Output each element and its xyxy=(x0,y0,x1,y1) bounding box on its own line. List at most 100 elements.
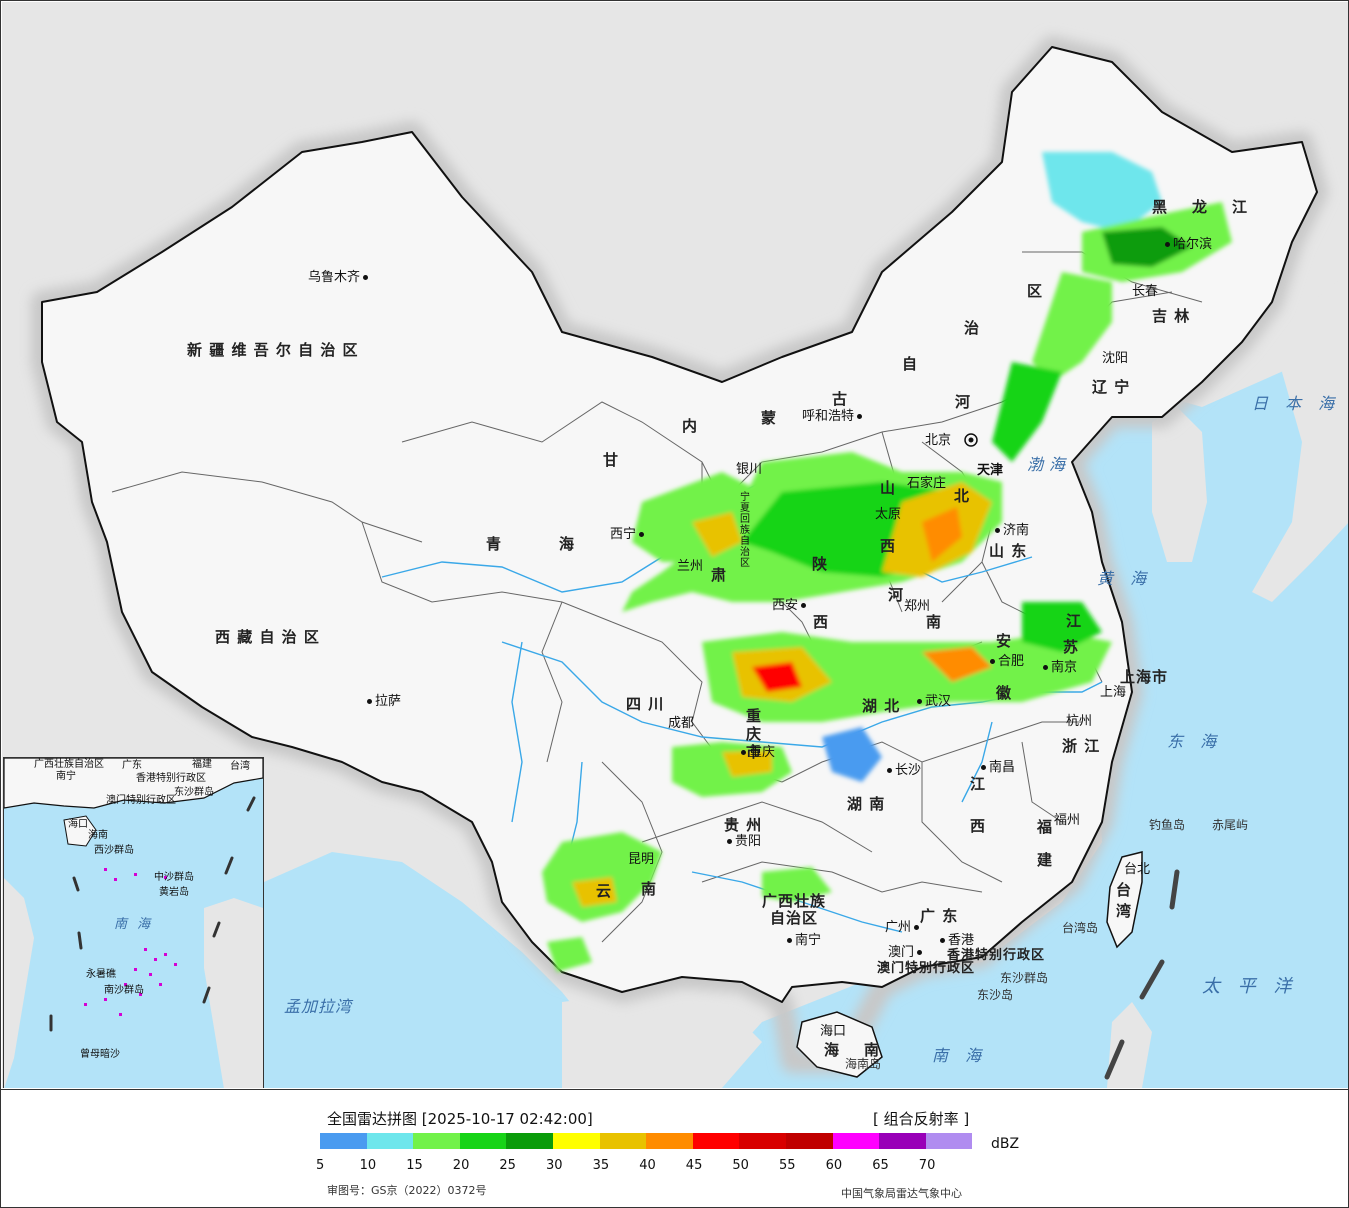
label-jilin: 吉 林 xyxy=(1152,307,1191,325)
label-taiwan-2: 湾 xyxy=(1116,902,1133,920)
label-dongsha-qundao: 东沙群岛 xyxy=(1000,971,1049,985)
label-guangdong: 广 东 xyxy=(920,907,959,925)
city-hangzhou: 杭州 xyxy=(1066,714,1093,729)
legend-swatch xyxy=(366,1133,414,1149)
label-yunnan-2: 南 xyxy=(641,880,658,898)
label-yunnan-1: 云 xyxy=(596,882,613,900)
label-hainan-dao: 海南岛 xyxy=(845,1057,882,1071)
label-shanxi-2: 西 xyxy=(880,537,897,555)
legend-ticks: 5 10 15 20 25 30 35 40 45 50 55 60 65 70 xyxy=(301,1158,961,1174)
inset-label-zengmu: 曾母暗沙 xyxy=(80,1049,120,1060)
city-nanjing: 南京 xyxy=(1040,661,1077,674)
legend-swatch xyxy=(692,1133,740,1149)
label-qinghai-2: 海 xyxy=(559,535,576,553)
hainan-island xyxy=(796,1011,883,1078)
korea-japan xyxy=(1152,407,1207,562)
label-taiwan-1: 台 xyxy=(1116,881,1133,899)
label-dongsha-dao: 东沙岛 xyxy=(977,988,1014,1002)
legend-swatch xyxy=(739,1133,786,1149)
city-beijing: 北京 xyxy=(925,433,952,448)
city-taiyuan: 太原 xyxy=(875,507,902,522)
label-guangxi-2: 自治区 xyxy=(770,909,819,927)
sea-bengal: 孟加拉湾 xyxy=(284,997,353,1016)
city-xian: 西安 xyxy=(772,599,809,612)
label-fujian-1: 福 xyxy=(1037,818,1054,836)
label-zhejiang: 浙 江 xyxy=(1062,737,1101,755)
inset-label-hongkong: 香港特别行政区 xyxy=(136,773,206,784)
city-fuzhou: 福州 xyxy=(1054,813,1081,828)
label-neimenggu-5: 治 xyxy=(964,319,981,337)
inset-label-nanhai: 南 海 xyxy=(114,917,154,932)
city-macao: 澳门 xyxy=(888,946,925,959)
label-heilongjiang-3: 江 xyxy=(1232,198,1249,216)
legend-tick-label: 65 xyxy=(872,1158,889,1173)
city-lhasa: 拉萨 xyxy=(364,695,401,708)
label-diaoyu: 钓鱼岛 xyxy=(1149,818,1186,832)
sea-japan: 日 本 海 xyxy=(1252,394,1341,413)
label-xizang: 西 藏 自 治 区 xyxy=(215,628,320,646)
label-neimenggu-1: 内 xyxy=(682,417,699,435)
legend-tick-label: 35 xyxy=(592,1158,610,1173)
label-sichuan: 四 川 xyxy=(626,695,665,713)
legend-swatch xyxy=(320,1133,367,1149)
city-yinchuan: 银川 xyxy=(736,462,763,477)
inset-label-macao: 澳门特别行政区 xyxy=(106,795,176,806)
city-chongqing: 重庆 xyxy=(738,746,775,759)
city-kunming: 昆明 xyxy=(628,852,655,867)
japan xyxy=(1252,272,1348,602)
inset-label-yongshu: 永暑礁 xyxy=(86,969,116,980)
label-tianjin: 天津 xyxy=(977,463,1004,478)
label-qinghai-1: 青 xyxy=(486,535,503,553)
legend-tick-label: 45 xyxy=(685,1158,703,1173)
legend-swatch xyxy=(646,1133,693,1149)
city-shenyang: 沈阳 xyxy=(1102,351,1129,366)
label-hubei: 湖 北 xyxy=(862,697,901,715)
label-jiangxi-2: 西 xyxy=(970,817,987,835)
city-shanghai: 上海 xyxy=(1100,685,1127,700)
legend-tick-label: 40 xyxy=(639,1158,656,1173)
label-neimenggu-4: 自 xyxy=(902,355,919,373)
legend-tick-label: 15 xyxy=(406,1158,423,1173)
legend-tick-label: 70 xyxy=(918,1158,936,1173)
sea-nanhai: 南 海 xyxy=(932,1046,988,1065)
inset-canvas xyxy=(4,758,263,1088)
legend-tick-label: 50 xyxy=(732,1158,749,1173)
legend-swatch xyxy=(832,1133,880,1149)
city-urumqi: 乌鲁木齐 xyxy=(308,271,371,284)
label-fujian-2: 建 xyxy=(1037,851,1054,869)
label-henan-2: 南 xyxy=(926,613,943,631)
label-anhui-1: 安 xyxy=(996,632,1013,650)
label-chiwei: 赤尾屿 xyxy=(1212,818,1249,832)
inset-label-taiwan: 台湾 xyxy=(230,761,250,772)
label-guizhou: 贵 州 xyxy=(724,816,763,834)
sea-bohai: 渤海 xyxy=(1027,455,1072,474)
inset-label-nansha: 南沙群岛 xyxy=(104,985,144,996)
city-changchun: 长春 xyxy=(1132,284,1159,299)
label-shandong: 山 东 xyxy=(989,542,1028,560)
legend-swatch xyxy=(506,1133,553,1149)
inset-label-dongsha: 东沙群岛 xyxy=(174,787,214,798)
legend-product: [ 组合反射率 ] xyxy=(873,1110,970,1128)
city-wuhan: 武汉 xyxy=(914,695,951,708)
legend-tick-label: 55 xyxy=(779,1158,796,1173)
city-guiyang: 贵阳 xyxy=(724,835,761,848)
inset-label-nanning: 南宁 xyxy=(56,771,76,782)
label-hebei-2: 北 xyxy=(954,487,971,505)
label-neimenggu-3: 古 xyxy=(832,390,849,408)
sea-huanghai: 黄 海 xyxy=(1097,569,1153,588)
legend-tick-label: 30 xyxy=(546,1158,563,1173)
label-liaoning: 辽 宁 xyxy=(1092,378,1131,396)
inset-label-hainan: 海南 xyxy=(88,830,108,841)
city-hongkong: 香港 xyxy=(937,934,974,947)
legend-tick-label: 20 xyxy=(452,1158,470,1173)
boundary-dashes xyxy=(1104,869,1180,1080)
label-ningxia: 宁夏回族自治区 xyxy=(740,492,750,569)
city-nanchang: 南昌 xyxy=(978,761,1015,774)
legend-tick-label: 5 xyxy=(316,1158,325,1173)
sea-bay-of-bengal xyxy=(264,852,622,1088)
label-gansu-2: 肃 xyxy=(711,566,728,584)
legend-swatch xyxy=(925,1133,973,1149)
inset-label-guangdong: 广东 xyxy=(122,760,142,771)
indochina xyxy=(562,992,762,1088)
